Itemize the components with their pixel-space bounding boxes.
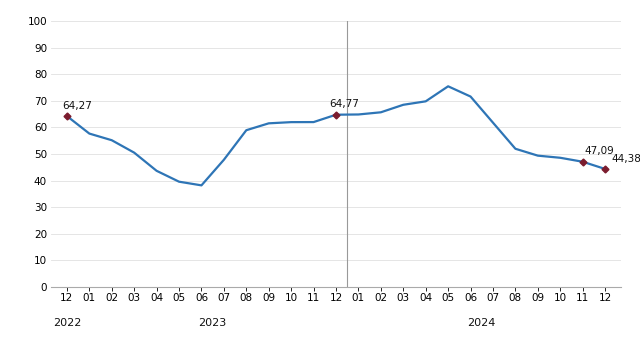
Text: 64,77: 64,77 [329,99,359,110]
Text: 2022: 2022 [52,317,81,328]
Text: 44,38: 44,38 [612,154,640,164]
Text: 64,27: 64,27 [63,101,92,111]
Text: 2023: 2023 [198,317,227,328]
Text: 2024: 2024 [468,317,496,328]
Text: 47,09: 47,09 [585,146,614,156]
